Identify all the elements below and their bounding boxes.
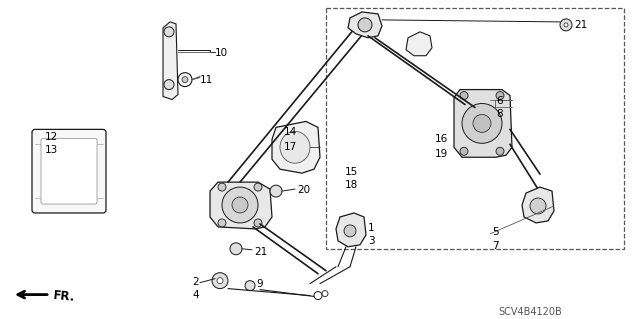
Circle shape <box>322 291 328 297</box>
Circle shape <box>212 273 228 289</box>
Polygon shape <box>163 22 178 100</box>
Text: SCV4B4120B: SCV4B4120B <box>498 307 562 316</box>
Text: 21: 21 <box>254 247 268 257</box>
Text: 17: 17 <box>284 142 297 152</box>
Circle shape <box>462 103 502 143</box>
Polygon shape <box>210 182 272 229</box>
Circle shape <box>460 147 468 155</box>
Polygon shape <box>406 32 432 56</box>
Circle shape <box>178 73 192 86</box>
Circle shape <box>344 225 356 237</box>
Text: 18: 18 <box>345 180 358 190</box>
Circle shape <box>182 77 188 83</box>
Circle shape <box>496 147 504 155</box>
Text: 20: 20 <box>297 185 310 195</box>
Polygon shape <box>454 90 512 157</box>
Text: 9: 9 <box>256 279 262 289</box>
Ellipse shape <box>280 131 310 163</box>
FancyBboxPatch shape <box>41 138 97 204</box>
Circle shape <box>314 292 322 300</box>
Text: 4: 4 <box>192 290 198 300</box>
Polygon shape <box>522 187 554 223</box>
Text: 8: 8 <box>496 109 502 120</box>
Circle shape <box>473 115 491 132</box>
Text: 2: 2 <box>192 277 198 287</box>
Polygon shape <box>336 213 366 247</box>
Circle shape <box>254 183 262 191</box>
Circle shape <box>232 197 248 213</box>
Bar <box>326 8 624 249</box>
Circle shape <box>270 185 282 197</box>
Circle shape <box>560 19 572 31</box>
Circle shape <box>218 219 226 227</box>
Circle shape <box>460 92 468 100</box>
Text: 10: 10 <box>215 48 228 58</box>
Text: 3: 3 <box>368 236 374 246</box>
Circle shape <box>358 18 372 32</box>
Circle shape <box>217 278 223 284</box>
Text: 6: 6 <box>496 95 502 106</box>
Text: 16: 16 <box>435 134 448 145</box>
Circle shape <box>222 187 258 223</box>
Text: 19: 19 <box>435 149 448 159</box>
Circle shape <box>245 281 255 291</box>
Text: 11: 11 <box>200 75 213 85</box>
Circle shape <box>530 198 546 214</box>
Text: 12: 12 <box>45 132 58 142</box>
Text: 13: 13 <box>45 145 58 155</box>
Text: 5: 5 <box>492 227 499 237</box>
Circle shape <box>230 243 242 255</box>
Circle shape <box>218 183 226 191</box>
Circle shape <box>564 23 568 27</box>
Circle shape <box>254 219 262 227</box>
Polygon shape <box>348 12 382 38</box>
Text: 14: 14 <box>284 127 297 137</box>
FancyBboxPatch shape <box>32 130 106 213</box>
Text: 21: 21 <box>574 20 588 30</box>
Text: 15: 15 <box>345 167 358 177</box>
Text: 1: 1 <box>368 223 374 233</box>
Polygon shape <box>272 122 320 173</box>
Text: 7: 7 <box>492 241 499 251</box>
Circle shape <box>496 92 504 100</box>
Circle shape <box>164 27 174 37</box>
Text: FR.: FR. <box>53 289 76 303</box>
Circle shape <box>164 80 174 90</box>
